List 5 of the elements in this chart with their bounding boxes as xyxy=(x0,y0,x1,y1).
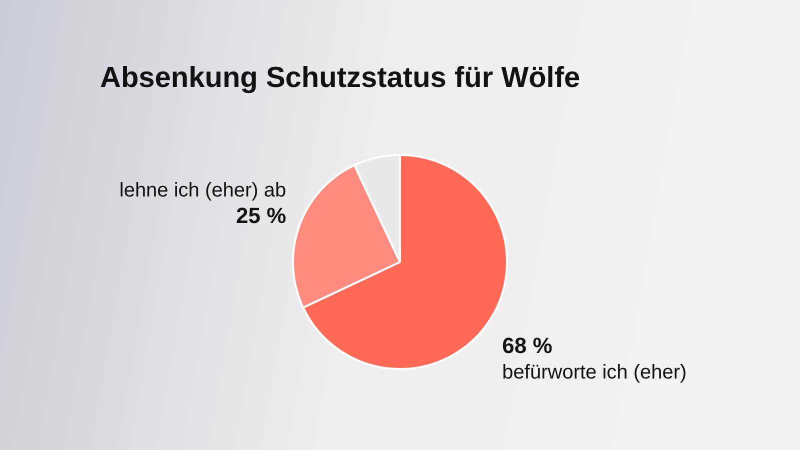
slice-label: befürworte ich (eher) xyxy=(502,361,687,384)
data-label: 68 % xyxy=(502,332,552,358)
chart-title: Absenkung Schutzstatus für Wölfe xyxy=(100,62,580,95)
slice-label: lehne ich (eher) ab xyxy=(119,180,286,202)
data-label: 25 % xyxy=(236,203,286,228)
